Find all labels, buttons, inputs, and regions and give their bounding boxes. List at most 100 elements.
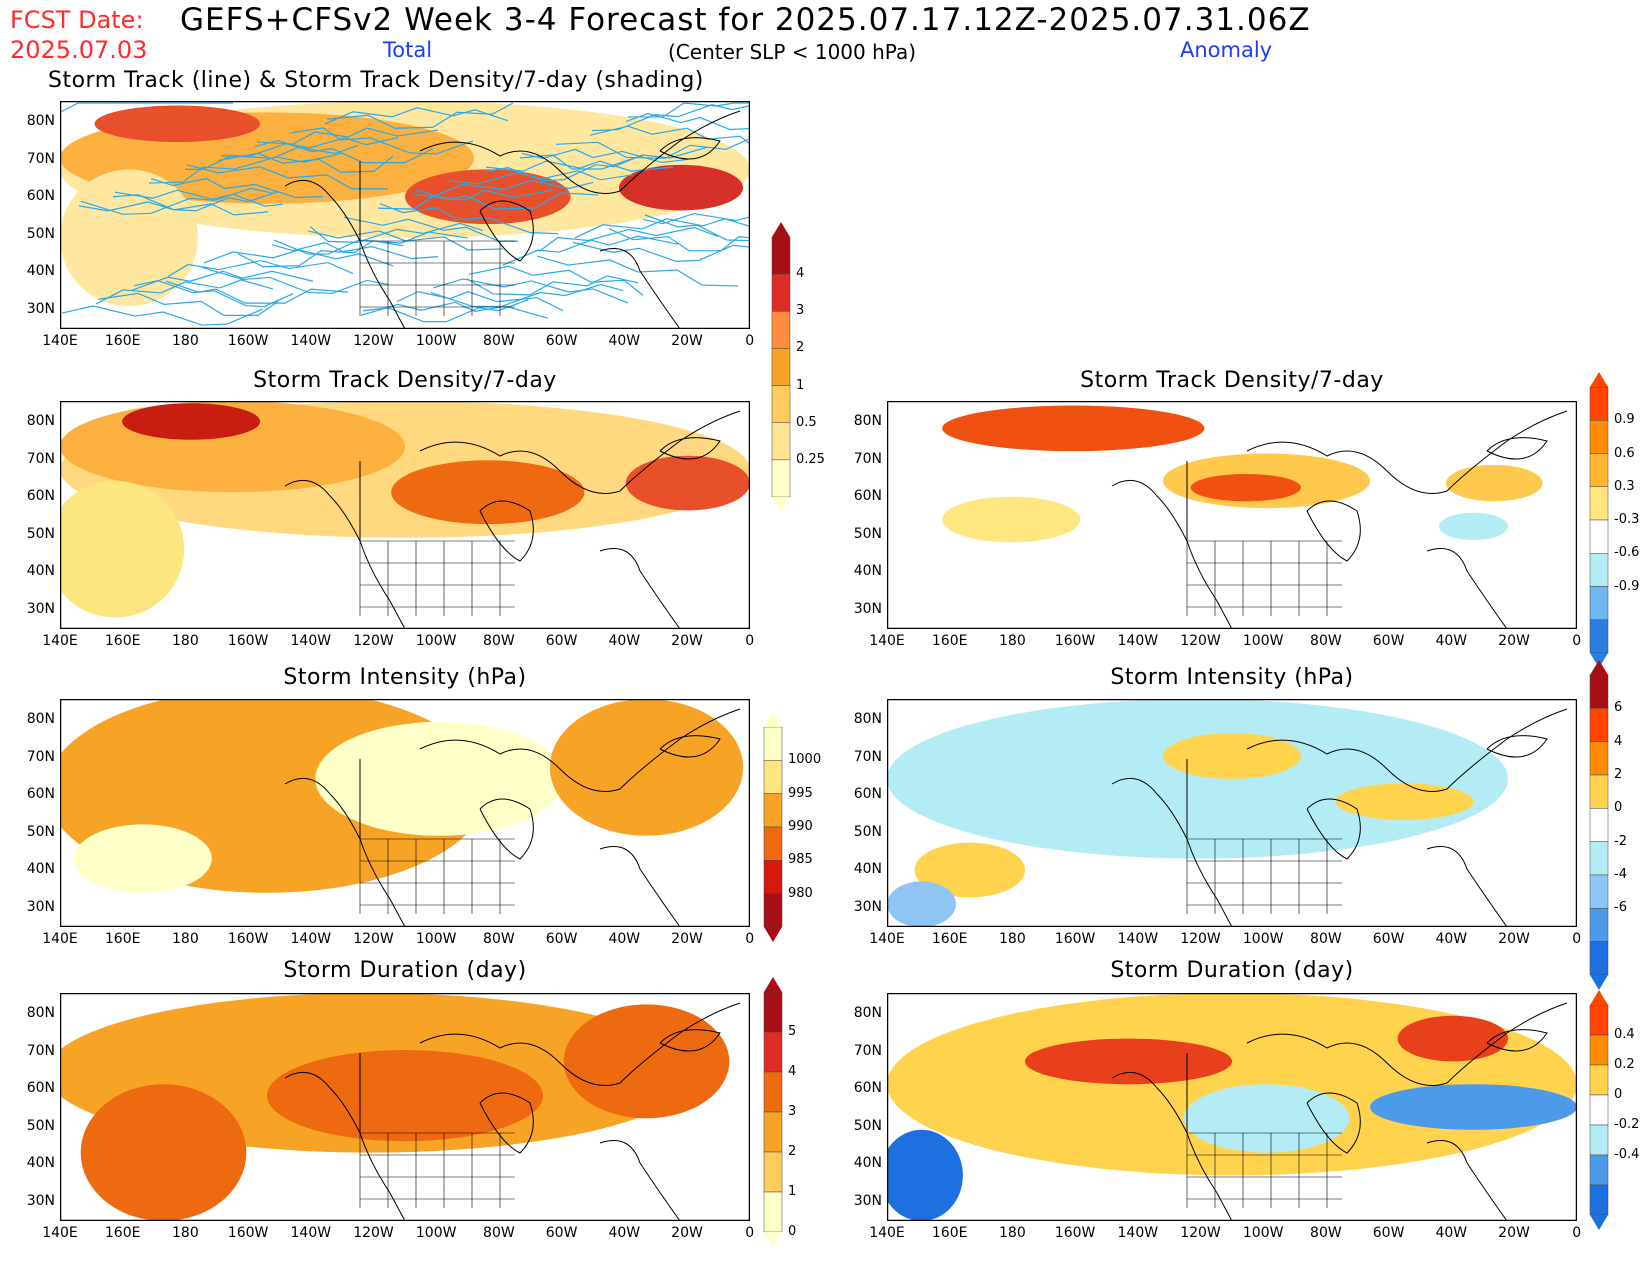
storm-track-line — [555, 138, 749, 159]
shading-region — [618, 164, 744, 211]
colorbar-swatch — [771, 422, 791, 461]
lon-tick-label: 20W — [1498, 1225, 1530, 1241]
lat-tick-label: 80N — [853, 1005, 882, 1021]
colorbar-swatch — [1589, 1004, 1609, 1036]
lon-tick-label: 100W — [415, 931, 457, 947]
storm-track-line — [80, 187, 274, 215]
lon-tick-label: 140W — [1117, 633, 1159, 649]
lon-tick-label: 160E — [931, 931, 968, 947]
lon-tick-label: 60W — [1372, 1225, 1405, 1241]
lat-tick-label: 70N — [26, 150, 55, 167]
lon-tick-label: 0 — [1572, 633, 1582, 649]
lon-tick-label: 40W — [1435, 931, 1468, 947]
lat-tick-label: 60N — [26, 1080, 55, 1096]
colorbar-label: 2 — [788, 1144, 797, 1159]
storm-track-line — [396, 291, 564, 312]
colorbar-duration-anomaly — [1588, 990, 1610, 1234]
colorbar-swatch — [763, 726, 783, 761]
colorbar-swatch — [1589, 1154, 1609, 1186]
lat-tick-label: 60N — [853, 1080, 882, 1096]
lat-tick-label: 40N — [26, 1155, 55, 1171]
storm-track-line — [415, 189, 599, 210]
lon-tick-label: 40W — [608, 931, 641, 947]
colorbar-swatch — [1589, 1124, 1609, 1156]
colorbar-swatch — [1589, 874, 1609, 909]
storm-track-line — [574, 218, 750, 239]
lon-tick-label: 180 — [172, 633, 199, 649]
storm-track-line — [186, 164, 388, 190]
lon-tick-label: 100W — [1242, 633, 1284, 649]
shading-region — [94, 105, 261, 143]
colorbar-intensity-anomaly — [1588, 660, 1610, 994]
lat-tick-label: 30N — [26, 1192, 55, 1209]
lon-tick-label: 160W — [227, 1225, 269, 1241]
lat-tick-label: 40N — [853, 861, 882, 877]
lat-tick-label: 60N — [26, 488, 55, 504]
colorbar-swatch — [771, 311, 791, 349]
colorbar-label: -6 — [1614, 900, 1627, 916]
lon-tick-label: 180 — [172, 931, 199, 947]
lat-tick-label: 80N — [853, 413, 882, 429]
density-anomaly-map — [887, 401, 1577, 629]
lon-tick-label: 0 — [745, 1225, 755, 1241]
lat-tick-label: 80N — [26, 711, 55, 727]
lon-tick-label: 180 — [172, 1225, 199, 1241]
colorbar-label: 4 — [1614, 733, 1623, 749]
lat-tick-label: 40N — [853, 563, 882, 579]
lon-tick-label: 40W — [608, 333, 641, 349]
lon-tick-label: 0 — [1572, 1225, 1582, 1241]
fcst-date-label: FCST Date: — [10, 6, 144, 34]
colorbar-swatch — [1589, 453, 1609, 487]
storm-track-line — [220, 137, 399, 158]
colorbar-duration-total — [762, 977, 784, 1251]
lon-tick-label: 140W — [290, 1225, 332, 1241]
colorbar-label: 4 — [788, 1064, 797, 1079]
density-total-map — [60, 401, 750, 629]
lon-tick-label: 60W — [1372, 633, 1405, 649]
lon-tick-label: 120W — [353, 1225, 394, 1241]
storm-track-line — [167, 259, 354, 278]
lat-tick-label: 40N — [26, 563, 55, 579]
shading-region — [914, 842, 1025, 898]
storm-track-line — [201, 266, 389, 295]
colorbar-swatch — [1589, 1034, 1609, 1066]
lat-tick-label: 30N — [853, 600, 882, 617]
colorbar-swatch — [1589, 420, 1609, 454]
lat-tick-label: 60N — [26, 786, 55, 802]
lon-tick-label: 80W — [1310, 633, 1342, 649]
colorbar-swatch — [1589, 841, 1609, 876]
storm-track-line — [150, 177, 324, 199]
storm-track-line — [608, 228, 750, 252]
lon-tick-label: 160W — [1054, 1225, 1096, 1241]
lon-tick-label: 140W — [1117, 1225, 1159, 1241]
shading-region — [887, 1129, 963, 1221]
shading-region — [315, 721, 564, 836]
colorbar-swatch — [1589, 808, 1609, 842]
lon-tick-label: 80W — [483, 931, 515, 947]
lon-tick-label: 40W — [608, 1225, 641, 1241]
criterion-label: (Center SLP < 1000 hPa) — [668, 40, 916, 64]
colorbar-swatch — [1589, 553, 1609, 587]
lon-tick-label: 160E — [104, 633, 141, 649]
shading-region — [563, 1004, 730, 1119]
storm-track-line — [97, 292, 279, 316]
shading-region — [1370, 1084, 1577, 1130]
colorbar-swatch — [763, 860, 783, 894]
lon-tick-label: 120W — [353, 633, 394, 649]
lat-tick-label: 60N — [853, 488, 882, 504]
colorbar-label: 6 — [1614, 700, 1623, 716]
storm-track-line — [483, 154, 644, 182]
lon-tick-label: 120W — [353, 333, 394, 349]
colorbar-label: 2 — [1614, 767, 1623, 782]
lon-tick-label: 140W — [290, 333, 332, 349]
lat-tick-label: 80N — [26, 413, 55, 429]
lon-tick-label: 180 — [172, 333, 199, 349]
shading-region — [1335, 783, 1474, 820]
fcst-date-value: 2025.07.03 — [10, 36, 148, 64]
storm-track-line — [324, 107, 509, 125]
storm-track-line — [536, 255, 739, 287]
lon-tick-label: 20W — [1498, 931, 1530, 947]
colorbar-label: 1 — [788, 1184, 797, 1199]
figure-title: GEFS+CFSv2 Week 3-4 Forecast for 2025.07… — [180, 2, 1311, 38]
shading-region — [887, 881, 956, 927]
